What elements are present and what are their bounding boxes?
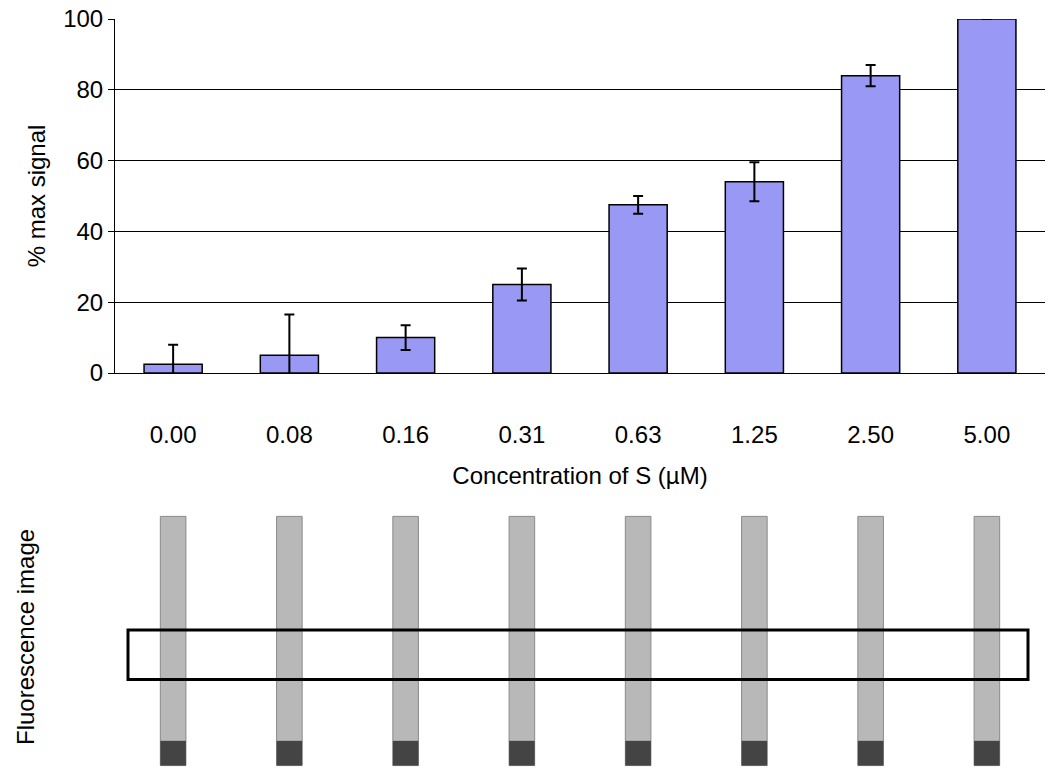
svg-text:Fluorescence image: Fluorescence image [12,529,39,745]
svg-text:40: 40 [76,218,103,245]
svg-text:0.63: 0.63 [615,421,662,448]
svg-text:0.31: 0.31 [499,421,546,448]
svg-text:5.00: 5.00 [964,421,1011,448]
svg-text:1.25: 1.25 [731,421,778,448]
svg-text:100: 100 [63,5,103,32]
svg-text:2.50: 2.50 [847,421,894,448]
svg-text:20: 20 [76,289,103,316]
svg-text:60: 60 [76,147,103,174]
svg-text:80: 80 [76,76,103,103]
svg-text:Concentration of S (µM): Concentration of S (µM) [452,462,707,489]
svg-text:% max signal: % max signal [23,125,50,268]
svg-text:0.08: 0.08 [266,421,313,448]
svg-text:0.00: 0.00 [150,421,197,448]
svg-text:0.16: 0.16 [382,421,429,448]
svg-text:0: 0 [90,359,103,386]
